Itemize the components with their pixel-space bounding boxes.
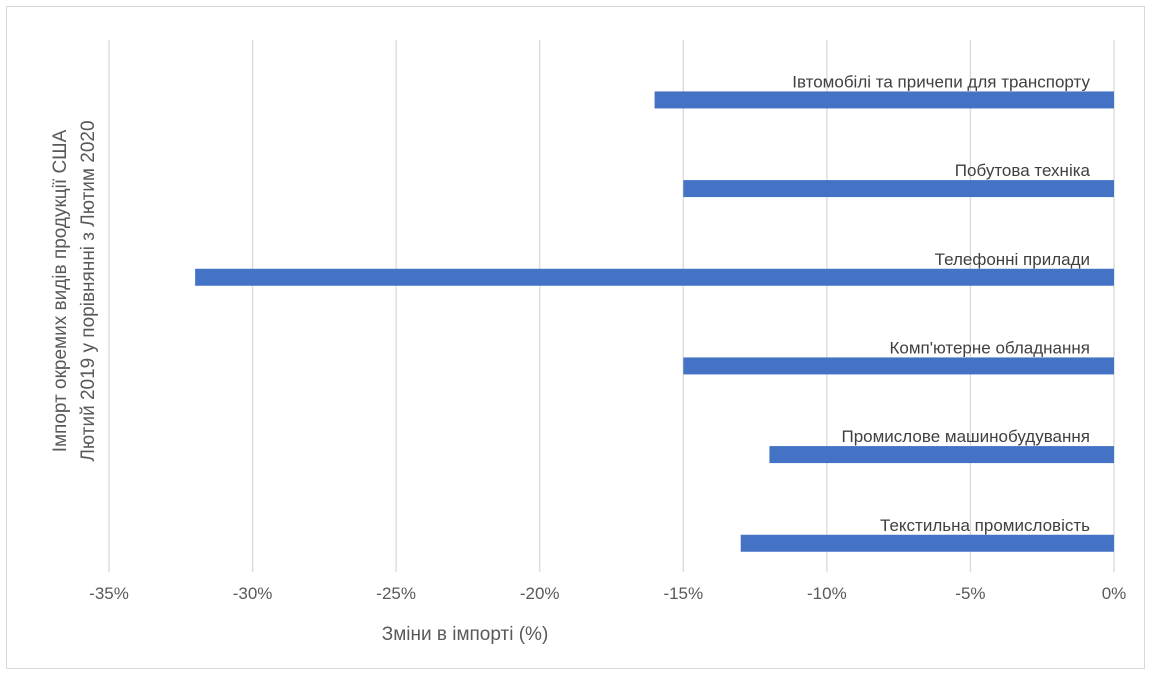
bar [769,446,1114,464]
x-tick-label: 0% [1102,584,1127,603]
category-label: Комп'ютерне обладнання [890,338,1091,357]
category-labels: Івтомобілі та причепи для транспорту Побу… [792,72,1090,534]
y-axis-title-line-2: Лютий 2019 у порівнянні з Лютим 2020 [78,120,99,461]
category-label: Текстильна промисловість [880,516,1090,535]
bar [195,268,1115,286]
category-label: Промислове машинобудування [841,427,1090,446]
bar [740,534,1114,552]
x-tick-labels: -35% -30% -25% -20% -15% -10% -5% 0% [89,584,1126,603]
x-tick-label: -35% [89,584,129,603]
x-tick-label: -5% [955,584,985,603]
chart-frame [6,6,1145,669]
bar [654,91,1114,109]
x-tick-label: -20% [520,584,560,603]
category-label: Побутова техніка [955,161,1091,180]
bar [683,180,1114,198]
bar [683,357,1114,375]
bars [195,91,1115,552]
x-tick-label: -30% [233,584,273,603]
x-tick-label: -10% [807,584,847,603]
x-tick-label: -25% [376,584,416,603]
category-label: Телефонні прилади [935,250,1090,269]
x-tick-label: -15% [663,584,703,603]
x-axis-title: Зміни в імпорті (%) [382,624,549,645]
gridlines [108,40,1115,572]
category-label: Івтомобілі та причепи для транспорту [792,72,1090,91]
y-axis-title-line-1: Імпорт окремих видів продукції США [50,129,71,452]
y-axis-title: Імпорт окремих видів продукції США Лютий… [50,120,99,461]
